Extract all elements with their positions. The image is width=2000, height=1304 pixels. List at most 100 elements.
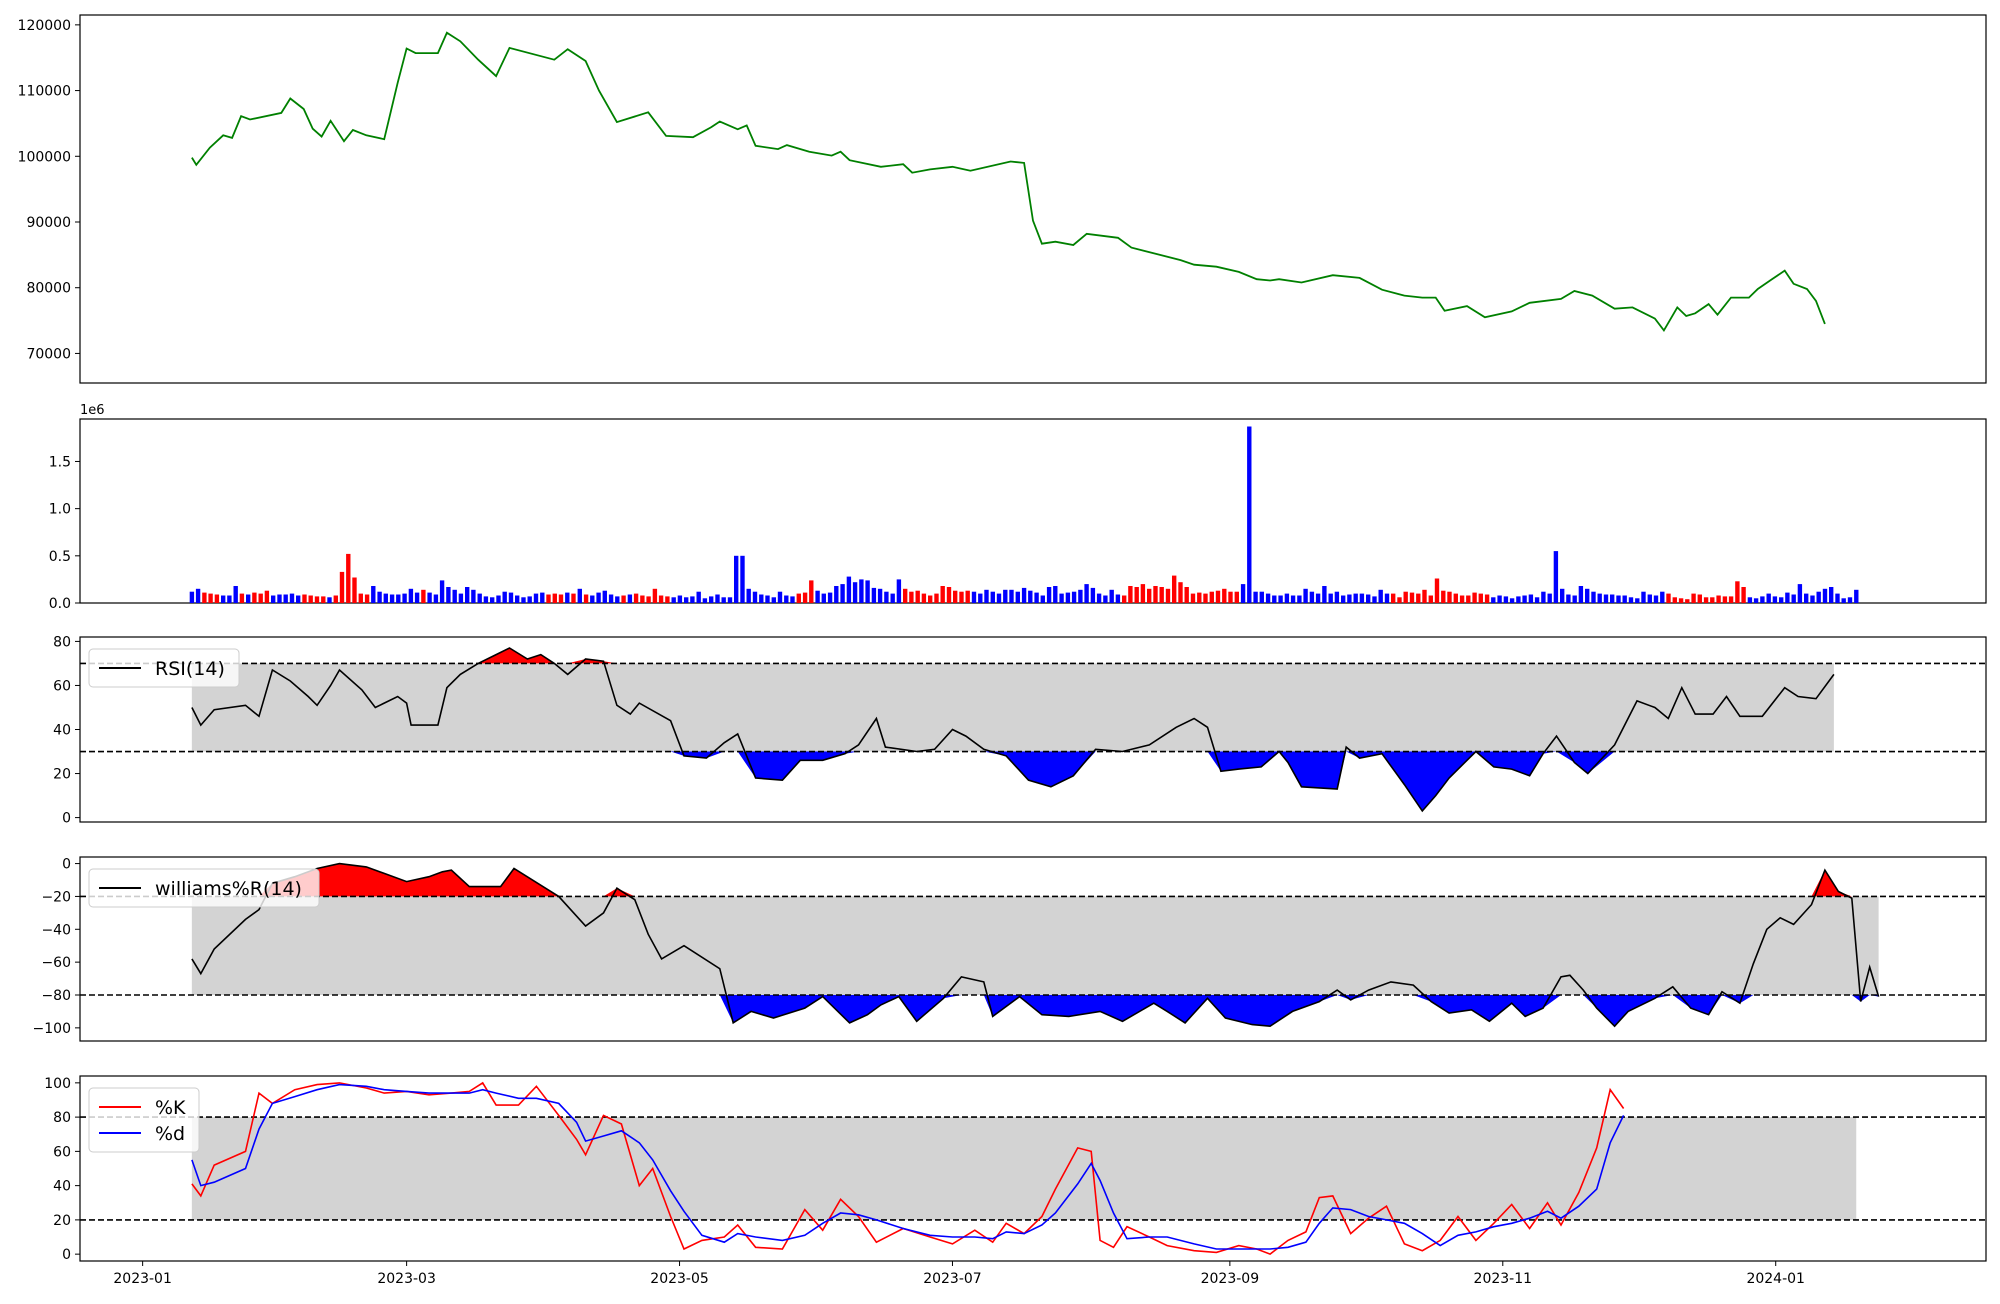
volume-bar — [1453, 593, 1458, 603]
volume-bar — [296, 595, 301, 603]
volume-bar — [1847, 597, 1853, 603]
volume-bar — [333, 595, 338, 603]
volume-bar — [896, 579, 902, 603]
volume-bar — [565, 592, 570, 603]
volume-bar — [759, 594, 764, 603]
volume-bar — [1653, 595, 1659, 603]
volume-bar — [1716, 595, 1721, 603]
williams-legend-box — [88, 868, 320, 908]
x-tick-label: 2023-03 — [377, 1271, 436, 1287]
volume-bar — [221, 595, 226, 603]
volume-bar — [364, 594, 370, 603]
volume-bar — [1234, 591, 1239, 603]
neutral-band — [191, 896, 1879, 995]
volume-bar — [1209, 591, 1214, 603]
volume-bar — [965, 590, 970, 603]
volume-bar — [571, 593, 576, 603]
volume-bar — [1591, 591, 1596, 603]
volume-bar — [959, 591, 964, 603]
volume-bar — [1341, 595, 1346, 603]
volume-y-axis: 0.0 0.5 1.0 1.5 — [49, 454, 80, 612]
rsi-panel: 0 20 40 60 80 RSI(14) — [53, 634, 1987, 827]
y-tick-label: 80 — [53, 634, 71, 650]
stochastic-plot-area — [80, 1081, 1986, 1256]
volume-bar — [752, 591, 758, 603]
volume-bar — [377, 591, 382, 603]
stochastic-legend-label-d: %d — [155, 1123, 185, 1145]
volume-bar — [252, 592, 257, 603]
volume-bar — [1247, 426, 1252, 603]
volume-bar — [1372, 596, 1377, 603]
volume-bar — [633, 593, 639, 603]
volume-bar — [990, 591, 995, 603]
volume-bar — [1203, 593, 1208, 603]
volume-bar — [1053, 586, 1058, 603]
volume-bar — [946, 587, 952, 603]
price-panel-frame — [79, 14, 1987, 384]
volume-bar — [1666, 593, 1671, 603]
volume-bar — [1303, 588, 1308, 603]
neutral-band — [191, 1117, 1857, 1220]
volume-panel: 1e6 0.0 0.5 1.0 1.5 — [49, 403, 1987, 612]
y-tick-label: 90000 — [26, 215, 71, 231]
volume-bar — [1528, 594, 1534, 603]
volume-bar — [890, 593, 895, 603]
volume-bar — [953, 590, 958, 603]
volume-bar — [1391, 593, 1396, 603]
y-tick-label: −20 — [41, 889, 71, 905]
volume-bar — [815, 590, 820, 603]
rsi-plot-area — [80, 647, 1986, 813]
volume-bar — [214, 594, 220, 603]
stochastic-panel-frame — [79, 1075, 1987, 1262]
volume-bar — [590, 595, 595, 603]
volume-bar — [1534, 597, 1540, 603]
volume-bar — [1197, 592, 1202, 603]
volume-bar — [1760, 596, 1765, 603]
volume-bar — [834, 586, 839, 603]
y-tick-label: −100 — [33, 1021, 71, 1037]
volume-bar — [1816, 591, 1821, 603]
volume-bar — [496, 595, 501, 603]
volume-bar — [690, 596, 695, 603]
volume-bar — [709, 596, 714, 603]
volume-bar — [246, 594, 251, 603]
volume-bar — [915, 590, 920, 603]
volume-bar — [865, 580, 870, 603]
overbought-fill — [191, 648, 1834, 664]
volume-bar — [1309, 591, 1315, 603]
volume-bar — [1046, 587, 1052, 603]
volume-bar — [771, 597, 776, 603]
volume-bar — [1547, 593, 1552, 603]
volume-bar — [1854, 589, 1859, 603]
volume-bar — [602, 590, 607, 603]
volume-bar — [1009, 589, 1014, 603]
volume-bar — [208, 593, 213, 603]
volume-bar — [671, 597, 676, 603]
y-tick-label: 110000 — [18, 84, 71, 100]
volume-bar — [802, 592, 808, 603]
volume-bar — [640, 595, 645, 603]
volume-bar — [884, 591, 889, 603]
volume-bar — [327, 597, 332, 603]
volume-bar — [840, 584, 845, 603]
volume-bar — [277, 594, 282, 603]
volume-bar — [1328, 593, 1333, 603]
volume-bar — [1253, 591, 1258, 603]
volume-bar — [1616, 595, 1621, 603]
y-tick-label: −60 — [41, 955, 71, 971]
volume-bar — [1685, 599, 1690, 603]
volume-bar — [302, 594, 307, 603]
volume-bar — [1503, 596, 1509, 603]
x-tick-label: 2024-01 — [1746, 1271, 1805, 1287]
volume-bar — [790, 596, 795, 603]
volume-bar — [358, 593, 363, 603]
volume-bar — [490, 597, 495, 603]
volume-bar — [1347, 594, 1352, 603]
volume-bar — [1278, 595, 1283, 603]
volume-bar — [346, 553, 351, 603]
volume-bar — [458, 593, 464, 603]
volume-bar — [446, 587, 451, 603]
volume-bar — [1497, 595, 1502, 603]
